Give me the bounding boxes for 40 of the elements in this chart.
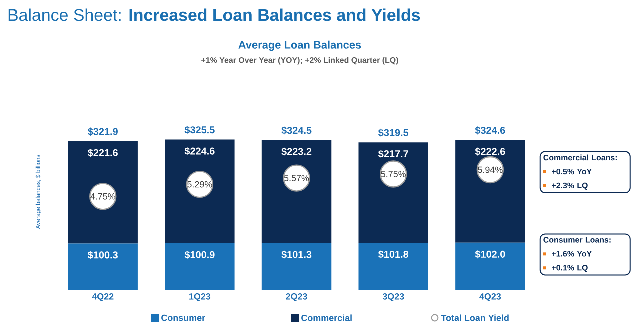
data-label: 4.75% (90, 194, 116, 200)
legend-label: Commercial (302, 314, 352, 322)
bar (68, 244, 138, 290)
bar (456, 140, 526, 243)
legend-label: Consumer (162, 314, 206, 322)
x-tick-label: 3Q23 (382, 294, 404, 302)
chart-subtitle: Average Loan Balances (238, 40, 362, 52)
data-label: 5.75% (381, 171, 406, 178)
data-label: 5.29% (188, 181, 212, 188)
bar (68, 141, 138, 244)
data-label: 5.57% (284, 175, 310, 182)
data-label: $100.3 (88, 251, 118, 260)
data-label: $224.6 (184, 147, 215, 156)
legend-label: Total Loan Yield (441, 314, 509, 322)
data-label: $101.3 (282, 250, 312, 259)
bar (262, 243, 332, 290)
x-tick-label: 1Q23 (190, 294, 211, 302)
data-label: $102.0 (475, 250, 506, 259)
total-label: $324.6 (475, 126, 506, 135)
data-label: $100.9 (184, 250, 215, 260)
chart-title: Balance Sheet: Increased Loan Balances and Yields (8, 8, 420, 22)
total-label: $319.5 (378, 128, 409, 138)
data-label: 5.94% (478, 166, 503, 174)
data-label: $217.7 (378, 150, 408, 158)
bar (165, 243, 235, 290)
bar (358, 142, 428, 244)
data-label: $221.6 (88, 148, 118, 158)
bar (456, 242, 526, 290)
data-label: $223.2 (282, 148, 312, 156)
total-label: $325.5 (184, 126, 215, 134)
bar (165, 140, 235, 244)
bar (358, 243, 428, 290)
x-tick-label: 4Q23 (480, 294, 502, 302)
total-label: $324.5 (282, 126, 312, 135)
bar (262, 140, 332, 244)
x-tick-label: 4Q22 (92, 294, 114, 302)
total-label: $321.9 (88, 128, 118, 136)
x-tick-label: 2Q23 (286, 294, 308, 302)
data-label: $222.6 (475, 148, 506, 156)
data-label: $101.8 (378, 250, 409, 259)
